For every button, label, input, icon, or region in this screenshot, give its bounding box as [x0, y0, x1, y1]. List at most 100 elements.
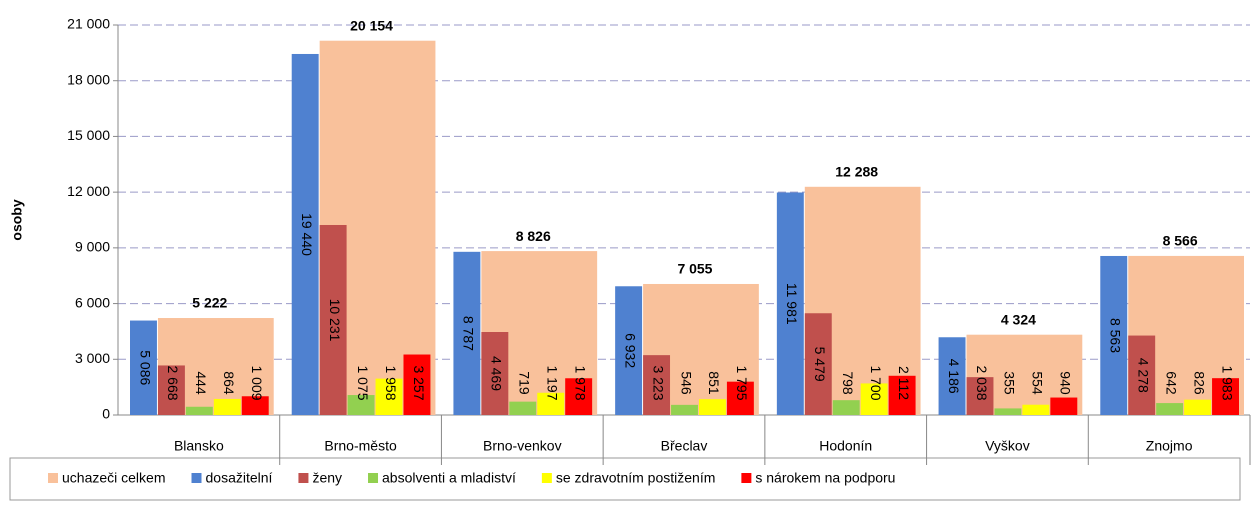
bar [403, 354, 431, 415]
bar [615, 286, 643, 415]
legend-label: uchazeči celkem [62, 470, 166, 486]
y-tick-label: 6 000 [75, 294, 110, 310]
value-label: 3 257 [411, 365, 427, 400]
total-label: 8 826 [516, 228, 551, 244]
value-label: 2 112 [896, 366, 912, 400]
bar [213, 398, 241, 415]
bar [1156, 403, 1184, 415]
bar [1184, 399, 1212, 415]
value-label: 826 [1191, 371, 1207, 395]
value-label: 642 [1163, 371, 1179, 395]
bar [319, 224, 347, 415]
value-label: 6 932 [622, 333, 638, 368]
value-label: 4 278 [1135, 358, 1151, 393]
bar [537, 392, 565, 415]
y-tick-label: 21 000 [67, 16, 110, 32]
x-tick-label: Brno-město [324, 438, 397, 454]
value-label: 19 440 [299, 213, 315, 256]
y-axis-title: osoby [9, 199, 25, 240]
bar [994, 408, 1022, 415]
bar [157, 365, 185, 415]
bar [966, 377, 994, 415]
x-tick-label: Břeclav [661, 438, 708, 454]
bar [241, 396, 269, 415]
value-label: 1 075 [355, 365, 371, 400]
bar [1050, 397, 1078, 415]
value-label: 719 [517, 371, 533, 395]
legend-label: s nárokem na podporu [755, 470, 895, 486]
bar [860, 383, 888, 415]
legend-swatch [48, 473, 58, 483]
bar [375, 378, 403, 415]
bar [832, 400, 860, 415]
legend-swatch [541, 473, 552, 483]
legend-label: dosažitelní [206, 470, 273, 486]
bar [509, 401, 537, 415]
value-label: 2 668 [165, 365, 181, 400]
total-label: 5 222 [192, 295, 227, 311]
y-tick-label: 0 [102, 406, 110, 422]
bar [643, 355, 671, 415]
bar [1100, 255, 1128, 415]
bar [1128, 335, 1156, 415]
total-label: 8 566 [1163, 233, 1198, 249]
legend-swatch [741, 473, 752, 483]
total-label: 4 324 [1001, 311, 1036, 327]
value-label: 1 009 [249, 365, 265, 400]
total-label: 20 154 [350, 17, 393, 33]
bar [804, 313, 832, 415]
value-label: 5 086 [137, 350, 153, 385]
value-label: 1 983 [1219, 365, 1235, 400]
value-label: 8 563 [1108, 318, 1124, 353]
legend-label: absolventi a mladiství [382, 470, 516, 486]
total-label: 7 055 [677, 261, 712, 277]
value-label: 4 469 [489, 356, 505, 391]
value-label: 1 958 [383, 365, 399, 400]
value-label: 11 981 [784, 283, 800, 325]
y-tick-label: 9 000 [75, 239, 110, 255]
value-label: 8 787 [461, 316, 477, 351]
value-label: 798 [840, 371, 856, 395]
value-label: 444 [193, 371, 209, 395]
value-label: 2 038 [974, 365, 990, 400]
x-tick-label: Hodonín [819, 438, 872, 454]
value-label: 10 231 [327, 299, 343, 342]
legend-label: se zdravotním postižením [556, 470, 716, 486]
legend-swatch [298, 473, 309, 483]
x-tick-label: Blansko [174, 438, 224, 454]
value-label: 5 479 [812, 347, 828, 382]
y-tick-label: 15 000 [67, 127, 110, 143]
value-label: 864 [221, 371, 237, 395]
value-label: 1 795 [734, 365, 750, 400]
bar [291, 53, 319, 415]
y-tick-label: 12 000 [67, 183, 110, 199]
bar [671, 404, 698, 415]
legend-box [9, 457, 1241, 501]
value-label: 1 700 [868, 365, 884, 400]
y-tick-label: 18 000 [67, 71, 110, 87]
bar [698, 399, 726, 415]
x-tick-label: Vyškov [985, 438, 1030, 454]
legend-label: ženy [312, 470, 342, 486]
bar [888, 375, 916, 415]
value-label: 4 186 [946, 359, 962, 394]
bar [481, 332, 509, 415]
value-label: 3 223 [650, 365, 666, 400]
value-label: 355 [1002, 371, 1018, 395]
legend-swatch [368, 473, 379, 483]
value-label: 1 197 [545, 365, 561, 400]
bar [1022, 404, 1050, 415]
value-label: 851 [706, 371, 722, 395]
bar [726, 381, 754, 415]
total-label: 12 288 [835, 163, 878, 179]
bar [130, 320, 157, 415]
bar [185, 406, 213, 415]
bar [938, 337, 966, 415]
legend-swatch [191, 473, 202, 483]
x-tick-label: Brno-venkov [483, 438, 562, 454]
bar [565, 378, 593, 415]
value-label: 940 [1058, 371, 1074, 395]
value-label: 554 [1030, 371, 1046, 395]
value-label: 1 978 [572, 365, 588, 400]
